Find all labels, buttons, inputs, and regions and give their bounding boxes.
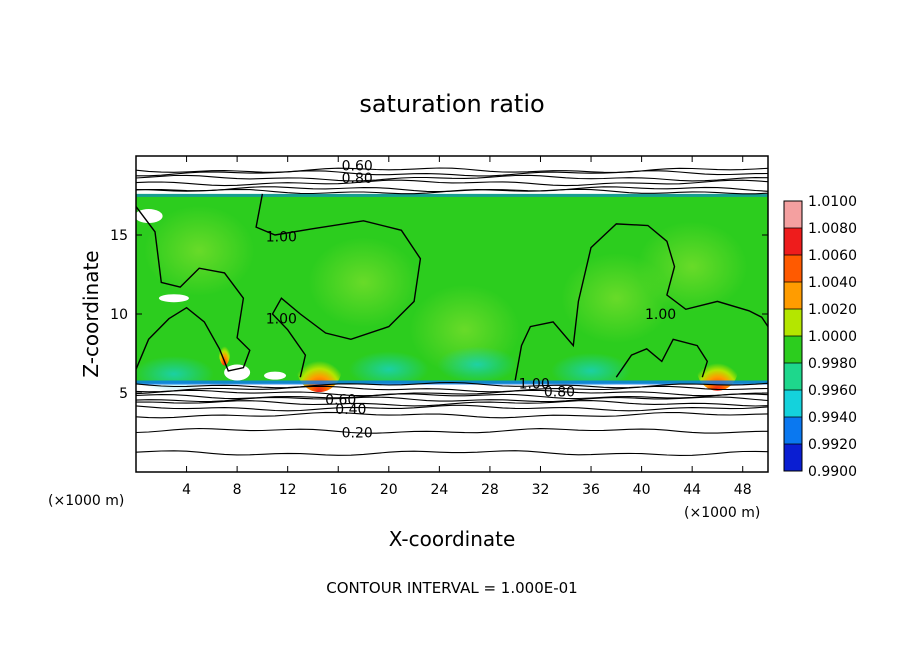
x-axis: 4 8 12 16 20 24 28 32 36 40 44 48 — [182, 156, 752, 498]
y-axis-label: Z-coordinate — [79, 250, 103, 377]
x-tick-label: 28 — [481, 482, 499, 498]
field-patch — [144, 205, 255, 296]
contour-label: 1.00 — [266, 230, 297, 246]
x-tick-label: 44 — [683, 482, 701, 498]
x-tick-label: 48 — [734, 482, 752, 498]
colorbar-label: 0.9960 — [808, 383, 857, 399]
contour-line — [136, 411, 768, 419]
contour-label: 1.00 — [266, 312, 297, 328]
contour-label: 0.20 — [342, 426, 373, 442]
contour-line — [136, 427, 768, 434]
cloud-top-band — [136, 193, 768, 197]
contour-line — [136, 167, 768, 173]
unsaturated-patch — [224, 364, 251, 381]
warm-spot — [696, 344, 739, 391]
x-axis-label: X-coordinate — [389, 527, 516, 551]
contour-line — [136, 385, 768, 393]
colorbar-label: 0.9980 — [808, 356, 857, 372]
z-unit-label: (×1000 m) — [48, 493, 124, 509]
contour-line — [136, 400, 768, 407]
colorbar-label: 0.9940 — [808, 410, 857, 426]
contour-label: 0.60 — [342, 158, 373, 174]
plot-area: 0.600.801.001.00 1.001.000.800.600.400.20 — [136, 158, 768, 456]
x-tick-label: 32 — [532, 482, 550, 498]
unsaturated-patch — [158, 294, 189, 303]
field-patch — [348, 351, 429, 388]
contour-line-1-00 — [136, 206, 251, 372]
colorbar-swatch — [784, 336, 802, 363]
contour-label: 1.00 — [519, 377, 550, 393]
colorbar-label: 1.0000 — [808, 329, 857, 345]
y-tick-label: 10 — [110, 307, 128, 323]
contour-label: 1.00 — [645, 307, 676, 323]
colorbar-label: 1.0020 — [808, 302, 857, 318]
x-tick-label: 4 — [182, 482, 191, 498]
y-tick-label: 5 — [119, 386, 128, 402]
field-patch — [308, 237, 419, 328]
colorbar-label: 0.9900 — [808, 464, 857, 480]
contour-label: 0.80 — [544, 384, 575, 400]
x-tick-label: 36 — [582, 482, 600, 498]
warm-spot — [296, 340, 343, 393]
contour-line — [136, 404, 768, 412]
field-layer: 0.600.801.001.00 1.001.000.800.600.400.20 — [136, 158, 768, 456]
contour-line — [136, 389, 768, 397]
colorbar-label: 1.0080 — [808, 221, 857, 237]
unsaturated-patch — [136, 209, 163, 224]
x-tick-label: 12 — [279, 482, 297, 498]
chart-title: saturation ratio — [359, 90, 544, 118]
warm-spot — [218, 333, 231, 366]
colorbar-swatch — [784, 390, 802, 417]
colorbar-swatch — [784, 309, 802, 336]
x-tick-label: 40 — [633, 482, 651, 498]
colorbar-swatch — [784, 444, 802, 471]
colorbar: 1.0100 1.0080 1.0060 1.0040 1.0020 1.0000 0.99… — [783, 194, 857, 480]
contour-label: 0.60 — [325, 392, 356, 408]
colorbar-label: 0.9920 — [808, 437, 857, 453]
contour-line — [136, 174, 768, 182]
colorbar-swatch — [784, 255, 802, 282]
x-unit-label: (×1000 m) — [684, 505, 760, 521]
contour-line-1-00 — [255, 193, 422, 378]
unsaturated-patch — [264, 371, 287, 380]
colorbar-swatch — [784, 363, 802, 390]
contour-labels: 0.600.801.001.00 1.001.000.800.600.400.20 — [266, 158, 676, 441]
contour-line — [136, 170, 768, 177]
y-axis: 5 10 15 — [110, 228, 768, 402]
x-tick-label: 16 — [329, 482, 347, 498]
colorbar-swatch — [784, 228, 802, 255]
field-patch — [637, 221, 748, 312]
colorbar-label: 1.0040 — [808, 275, 857, 291]
contour-line-1-00 — [615, 338, 709, 378]
contour-line — [136, 396, 768, 403]
contour-line — [136, 393, 768, 400]
contour-line — [136, 450, 768, 456]
contour-line — [136, 381, 768, 389]
x-tick-label: 24 — [430, 482, 448, 498]
contour-line — [136, 188, 768, 195]
colorbar-label: 1.0100 — [808, 194, 857, 210]
x-tick-label: 8 — [233, 482, 242, 498]
contour-label: 0.80 — [342, 171, 373, 187]
contour-interval-note: CONTOUR INTERVAL = 1.000E-01 — [326, 579, 577, 597]
field-patch — [551, 352, 632, 389]
contour-line — [136, 179, 768, 187]
colorbar-label: 1.0060 — [808, 248, 857, 264]
contour-label: 0.40 — [335, 402, 366, 418]
colorbar-swatch — [784, 417, 802, 444]
field-patch — [437, 346, 518, 383]
colorbar-swatch — [784, 282, 802, 309]
colorbar-swatch — [784, 201, 802, 228]
contour-line-1-00 — [514, 223, 768, 381]
x-tick-label: 20 — [380, 482, 398, 498]
y-tick-label: 15 — [110, 228, 128, 244]
